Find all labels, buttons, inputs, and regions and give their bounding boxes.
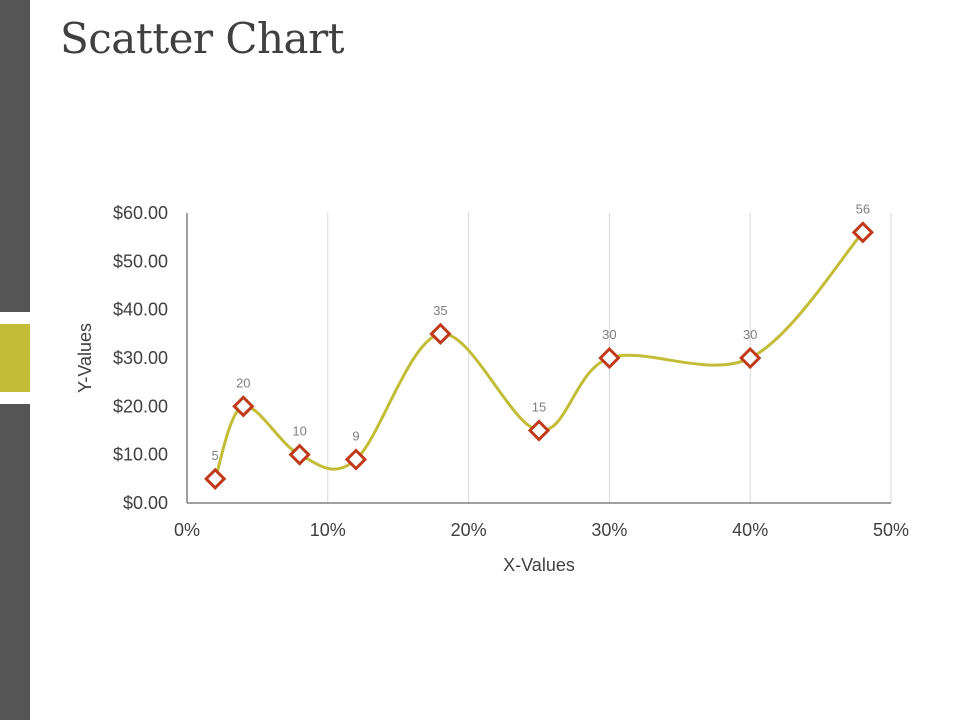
y-tick-label: $10.00 [113,445,168,465]
x-axis-title: X-Values [503,555,575,575]
data-point-marker [429,322,452,345]
x-tick-label: 20% [451,520,487,540]
data-point-marker [739,346,762,370]
data-point-marker [288,443,311,466]
data-point-marker [851,221,874,244]
data-label: 35 [433,303,447,318]
y-tick-label: $40.00 [113,300,168,320]
x-tick-label: 50% [873,520,909,540]
data-label: 56 [856,201,870,216]
data-label: 30 [743,327,757,342]
y-axis-title: Y-Values [75,323,95,393]
y-tick-label: $30.00 [113,348,168,368]
x-tick-label: 0% [174,520,200,540]
data-label: 10 [292,424,306,439]
label-layer: 5 20 10 9 35 15 30 30 56 [212,201,871,463]
sidebar-accent-block [0,324,30,392]
slide-title: Scatter Chart [60,14,345,63]
data-label: 15 [532,400,546,415]
y-tick-label: $50.00 [113,251,168,271]
data-point-marker [598,346,621,370]
sidebar-top-bar [0,0,30,312]
sidebar-bottom-bar [0,404,30,720]
data-point-marker [527,419,551,442]
x-tick-label: 40% [732,520,768,540]
data-label: 9 [352,429,359,444]
data-point-marker [232,395,255,418]
x-tick-label: 30% [591,520,627,540]
series-line [213,231,864,480]
data-label: 5 [212,448,219,463]
data-label: 20 [236,375,250,390]
y-tick-label: $20.00 [113,396,168,416]
y-tick-label: $60.00 [113,203,168,223]
data-point-marker [204,467,227,490]
marker-layer [204,221,874,490]
data-point-marker [344,448,368,471]
data-label: 30 [602,327,616,342]
axis-layer: 0% 10% 20% 30% 40% 50% $0.00 $10.00 $20.00 $30.00… [113,203,909,540]
x-tick-label: 10% [310,520,346,540]
y-tick-label: $0.00 [123,493,168,513]
